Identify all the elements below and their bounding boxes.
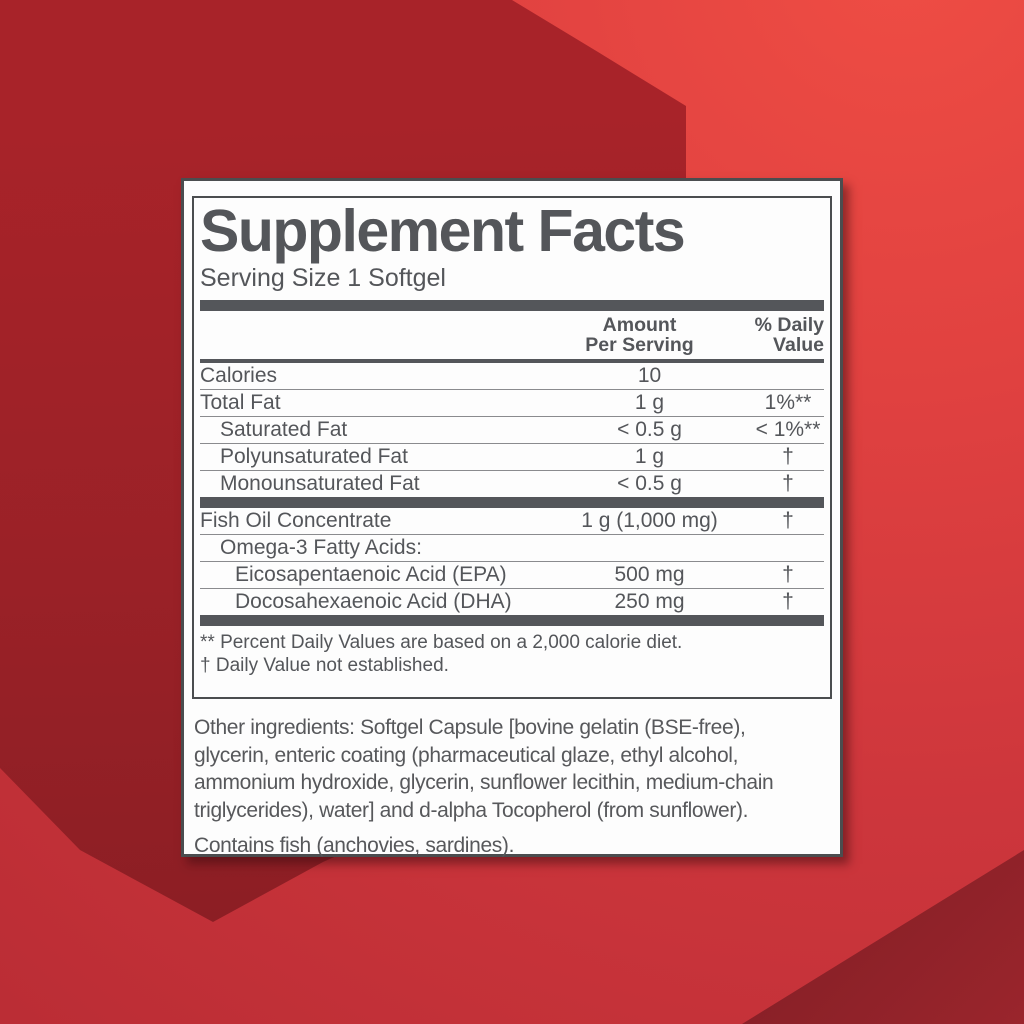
other-ingredients: Other ingredients: Softgel Capsule [bovi…: [194, 716, 774, 822]
row-daily-value: †: [782, 445, 794, 468]
row-amount: < 0.5 g: [617, 418, 682, 441]
table-row: Docosahexaenoic Acid (DHA) 250 mg †: [200, 589, 824, 615]
amount-header-line2: Per Serving: [585, 334, 694, 356]
row-daily-value: †: [782, 590, 794, 613]
table-row: Fish Oil Concentrate 1 g (1,000 mg) †: [200, 508, 824, 535]
column-header-amount: Amount Per Serving: [537, 315, 742, 355]
contains-statement: Contains fish (anchovies, sardines).: [194, 834, 515, 857]
thick-rule-top: [200, 300, 824, 311]
medium-rule: [200, 359, 824, 363]
row-name: Polyunsaturated Fat: [220, 445, 408, 468]
label-card: Supplement Facts Serving Size 1 Softgel …: [181, 178, 843, 857]
thick-rule: [200, 615, 824, 626]
row-amount: < 0.5 g: [617, 472, 682, 495]
table-row: Calories 10: [200, 363, 824, 390]
serving-size: Serving Size 1 Softgel: [200, 264, 446, 292]
footnotes: ** Percent Daily Values are based on a 2…: [200, 631, 824, 677]
thick-rule: [200, 497, 824, 508]
supplement-facts-panel: Supplement Facts Serving Size 1 Softgel …: [192, 196, 832, 699]
dv-header-line1: % Daily: [754, 314, 824, 336]
row-amount: 10: [637, 364, 662, 387]
row-daily-value: †: [782, 563, 794, 586]
row-name: Eicosapentaenoic Acid (EPA): [235, 563, 507, 586]
table-row: Omega-3 Fatty Acids:: [200, 535, 824, 562]
row-amount: 1 g: [634, 445, 665, 468]
table-row: Total Fat 1 g 1%**: [200, 390, 824, 417]
row-daily-value: †: [782, 472, 794, 495]
row-daily-value: 1%**: [764, 391, 812, 414]
facts-rows: Calories 10 Total Fat 1 g 1%** Saturated…: [200, 363, 824, 626]
table-row: Monounsaturated Fat < 0.5 g †: [200, 471, 824, 497]
row-amount: 250 mg: [614, 590, 685, 613]
footnote-dagger: † Daily Value not established.: [200, 655, 449, 676]
amount-header-line1: Amount: [602, 314, 677, 336]
facts-title: Supplement Facts: [200, 198, 686, 264]
row-name: Total Fat: [200, 391, 281, 414]
column-header-row: Amount Per Serving % Daily Value: [200, 311, 824, 359]
row-name: Monounsaturated Fat: [220, 472, 420, 495]
dv-header-line2: Value: [773, 334, 824, 356]
table-row: Eicosapentaenoic Acid (EPA) 500 mg †: [200, 562, 824, 589]
row-amount: 500 mg: [614, 563, 685, 586]
row-name: Saturated Fat: [220, 418, 348, 441]
row-daily-value: †: [782, 509, 794, 532]
table-row: Saturated Fat < 0.5 g < 1%**: [200, 417, 824, 444]
row-name: Omega-3 Fatty Acids:: [220, 536, 422, 559]
row-name: Calories: [200, 364, 278, 387]
column-header-daily-value: % Daily Value: [742, 315, 824, 355]
row-amount: 1 g: [634, 391, 665, 414]
footnote-daily-values: ** Percent Daily Values are based on a 2…: [200, 632, 683, 653]
table-row: Polyunsaturated Fat 1 g †: [200, 444, 824, 471]
row-name: Docosahexaenoic Acid (DHA): [235, 590, 512, 613]
row-amount: 1 g (1,000 mg): [581, 509, 718, 532]
row-name: Fish Oil Concentrate: [200, 509, 392, 532]
row-daily-value: < 1%**: [755, 418, 821, 441]
